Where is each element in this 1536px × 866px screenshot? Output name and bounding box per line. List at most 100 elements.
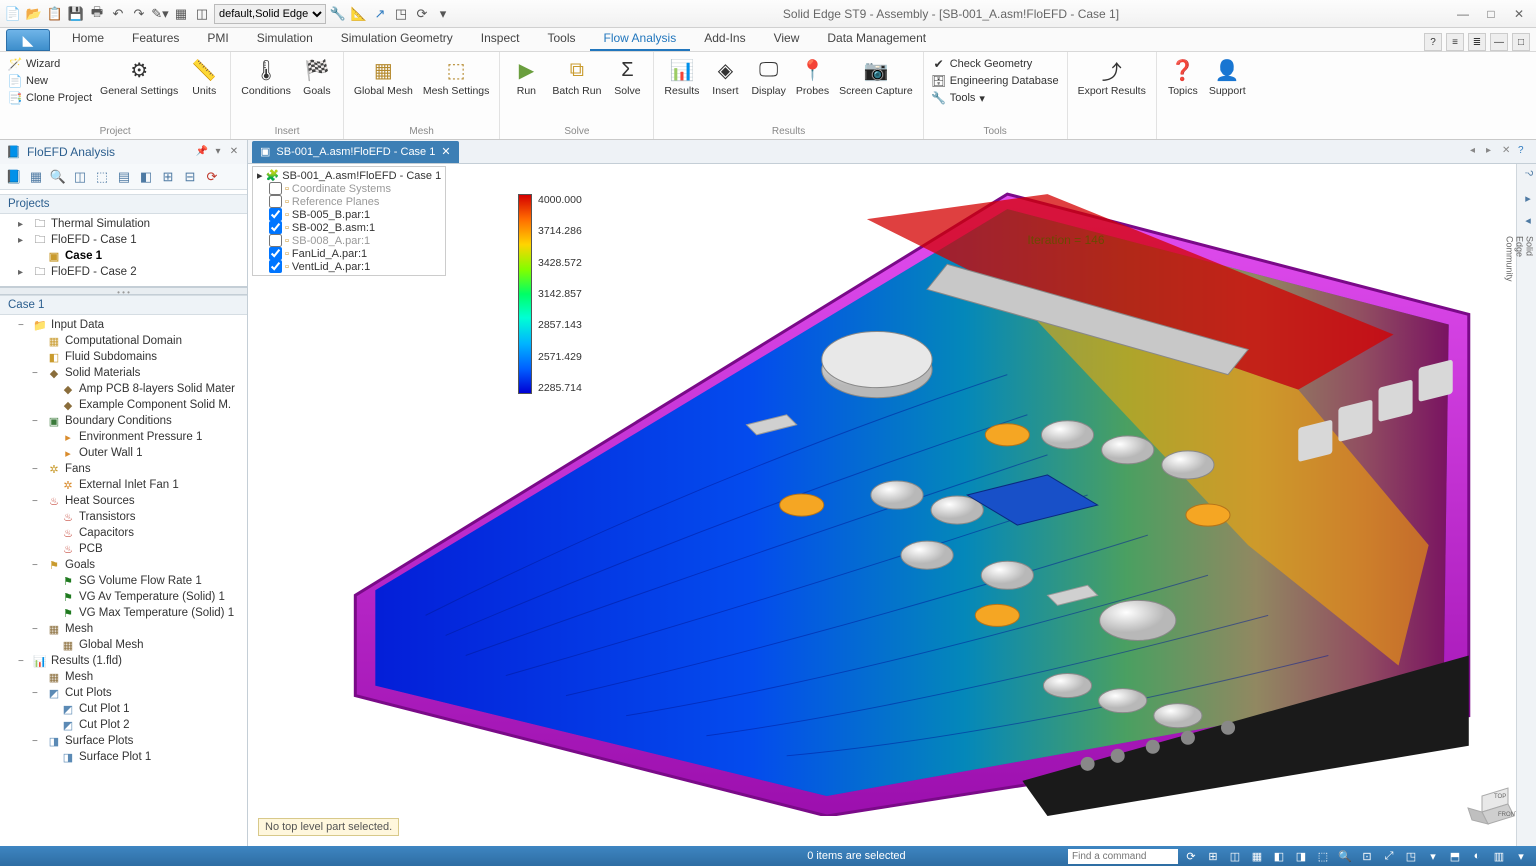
close-button[interactable]: ✕ bbox=[1506, 5, 1532, 23]
goals-button[interactable]: 🏁Goals bbox=[297, 54, 337, 100]
ext1-icon[interactable]: 🔧 bbox=[329, 5, 347, 23]
rail-icon-3[interactable]: ◂ bbox=[1519, 214, 1535, 230]
tb-icon-8[interactable]: ⊞ bbox=[158, 167, 178, 187]
tree-node[interactable]: −▦Mesh bbox=[4, 621, 243, 637]
model-checkbox[interactable] bbox=[269, 182, 282, 195]
clone-button[interactable]: 📑Clone Project bbox=[6, 90, 94, 106]
pin-icon[interactable]: 📌 bbox=[195, 145, 209, 159]
tree-node[interactable]: ▦Mesh bbox=[4, 669, 243, 685]
model-checkbox[interactable] bbox=[269, 195, 282, 208]
window-icon[interactable]: ◫ bbox=[193, 5, 211, 23]
tb-icon-10[interactable]: ⟳ bbox=[202, 167, 222, 187]
tb-icon-6[interactable]: ▤ bbox=[114, 167, 134, 187]
tb-icon-4[interactable]: ◫ bbox=[70, 167, 90, 187]
ext5-icon[interactable]: ⟳ bbox=[413, 5, 431, 23]
model-checkbox[interactable] bbox=[269, 260, 282, 273]
mesh-settings-button[interactable]: ⬚Mesh Settings bbox=[419, 54, 494, 100]
command-finder[interactable] bbox=[1068, 849, 1178, 864]
batch-run-button[interactable]: ⧉Batch Run bbox=[548, 54, 605, 100]
style-dropdown[interactable]: default,Solid Edge bbox=[214, 4, 326, 24]
tree-node[interactable]: −✲Fans bbox=[4, 461, 243, 477]
menu-tab-home[interactable]: Home bbox=[58, 27, 118, 51]
tab-prev-icon[interactable]: ◂ bbox=[1470, 145, 1484, 159]
undo-icon[interactable]: ↶ bbox=[109, 5, 127, 23]
new-button[interactable]: 📄New bbox=[6, 73, 94, 89]
results-button[interactable]: 📊Results bbox=[660, 54, 703, 100]
sb-icon-8[interactable]: 🔍 bbox=[1336, 848, 1354, 864]
display-button[interactable]: 🖵Display bbox=[747, 54, 789, 100]
tree-node[interactable]: −◨Surface Plots bbox=[4, 733, 243, 749]
tab-help-icon[interactable]: ? bbox=[1518, 145, 1532, 159]
tree-node[interactable]: −▣Boundary Conditions bbox=[4, 413, 243, 429]
tree-node[interactable]: ⚑VG Max Temperature (Solid) 1 bbox=[4, 605, 243, 621]
redo-icon[interactable]: ↷ bbox=[130, 5, 148, 23]
sb-icon-11[interactable]: ◳ bbox=[1402, 848, 1420, 864]
tb-icon-1[interactable]: 📘 bbox=[4, 167, 24, 187]
tree-node[interactable]: −♨Heat Sources bbox=[4, 493, 243, 509]
tree-node[interactable]: ◧Fluid Subdomains bbox=[4, 349, 243, 365]
menu-tab-view[interactable]: View bbox=[760, 27, 814, 51]
wizard-button[interactable]: 🪄Wizard bbox=[6, 56, 94, 72]
menu-tab-data-management[interactable]: Data Management bbox=[813, 27, 940, 51]
ext3-icon[interactable]: ↗ bbox=[371, 5, 389, 23]
menu-tab-simulation[interactable]: Simulation bbox=[243, 27, 327, 51]
menu-tab-inspect[interactable]: Inspect bbox=[467, 27, 534, 51]
tree-node[interactable]: ◨Surface Plot 1 bbox=[4, 749, 243, 765]
model-tree-row[interactable]: ▫ Reference Planes bbox=[255, 195, 443, 208]
tree-node[interactable]: ◆Amp PCB 8-layers Solid Mater bbox=[4, 381, 243, 397]
tree-node[interactable]: ▸Outer Wall 1 bbox=[4, 445, 243, 461]
tb-icon-9[interactable]: ⊟ bbox=[180, 167, 200, 187]
model-checkbox[interactable] bbox=[269, 221, 282, 234]
general-settings-button[interactable]: ⚙General Settings bbox=[96, 54, 182, 100]
eng-db-button[interactable]: 🗄Engineering Database bbox=[930, 73, 1061, 89]
tree-node[interactable]: ⚑SG Volume Flow Rate 1 bbox=[4, 573, 243, 589]
copy-icon[interactable]: 📋 bbox=[46, 5, 64, 23]
sb-icon-13[interactable]: ⬒ bbox=[1446, 848, 1464, 864]
topics-button[interactable]: ❓Topics bbox=[1163, 54, 1203, 100]
splitter[interactable]: • • • bbox=[0, 287, 247, 295]
model-checkbox[interactable] bbox=[269, 234, 282, 247]
menu-tab-flow-analysis[interactable]: Flow Analysis bbox=[590, 27, 691, 51]
new-icon[interactable]: 📄 bbox=[4, 5, 22, 23]
save-icon[interactable]: 💾 bbox=[67, 5, 85, 23]
view-icon[interactable]: ▦ bbox=[172, 5, 190, 23]
open-icon[interactable]: 📂 bbox=[25, 5, 43, 23]
sb-icon-14[interactable]: ◐ bbox=[1468, 848, 1486, 864]
opt3-icon[interactable]: □ bbox=[1512, 33, 1530, 51]
tree-node[interactable]: ▦Global Mesh bbox=[4, 637, 243, 653]
tree-node[interactable]: ▸Environment Pressure 1 bbox=[4, 429, 243, 445]
tree-node[interactable]: ♨PCB bbox=[4, 541, 243, 557]
tb-icon-7[interactable]: ◧ bbox=[136, 167, 156, 187]
sb-icon-12[interactable]: ▾ bbox=[1424, 848, 1442, 864]
menu-tab-features[interactable]: Features bbox=[118, 27, 193, 51]
menu-tab-tools[interactable]: Tools bbox=[534, 27, 590, 51]
tools-button[interactable]: 🔧Tools ▾ bbox=[930, 90, 1061, 106]
opt2-icon[interactable]: ≣ bbox=[1468, 33, 1486, 51]
sketch-icon[interactable]: ✎▾ bbox=[151, 5, 169, 23]
run-button[interactable]: ▶Run bbox=[506, 54, 546, 100]
probes-button[interactable]: 📍Probes bbox=[792, 54, 833, 100]
collapse-icon[interactable]: — bbox=[1490, 33, 1508, 51]
tree-node[interactable]: ▦Computational Domain bbox=[4, 333, 243, 349]
tree-node[interactable]: ✲External Inlet Fan 1 bbox=[4, 477, 243, 493]
sb-icon-4[interactable]: ▦ bbox=[1248, 848, 1266, 864]
ext2-icon[interactable]: 📐 bbox=[350, 5, 368, 23]
units-button[interactable]: 📏Units bbox=[184, 54, 224, 100]
tree-node[interactable]: −⚑Goals bbox=[4, 557, 243, 573]
insert-result-button[interactable]: ◈Insert bbox=[705, 54, 745, 100]
project-node[interactable]: ▸🗀FloEFD - Case 1 bbox=[4, 232, 243, 248]
sb-icon-7[interactable]: ⬚ bbox=[1314, 848, 1332, 864]
model-checkbox[interactable] bbox=[269, 208, 282, 221]
menu-tab-pmi[interactable]: PMI bbox=[193, 27, 242, 51]
tree-node[interactable]: −◩Cut Plots bbox=[4, 685, 243, 701]
tree-node[interactable]: ◩Cut Plot 2 bbox=[4, 717, 243, 733]
global-mesh-button[interactable]: ▦Global Mesh bbox=[350, 54, 417, 100]
tree-node[interactable]: −📁Input Data bbox=[4, 317, 243, 333]
support-button[interactable]: 👤Support bbox=[1205, 54, 1250, 100]
tree-node[interactable]: −📊Results (1.fld) bbox=[4, 653, 243, 669]
tree-node[interactable]: ♨Capacitors bbox=[4, 525, 243, 541]
export-results-button[interactable]: ⤴Export Results bbox=[1074, 54, 1150, 100]
rail-icon-2[interactable]: ▸ bbox=[1519, 192, 1535, 208]
model-tree-row[interactable]: ▫ SB-008_A.par:1 bbox=[255, 234, 443, 247]
sb-icon-15[interactable]: ▥ bbox=[1490, 848, 1508, 864]
